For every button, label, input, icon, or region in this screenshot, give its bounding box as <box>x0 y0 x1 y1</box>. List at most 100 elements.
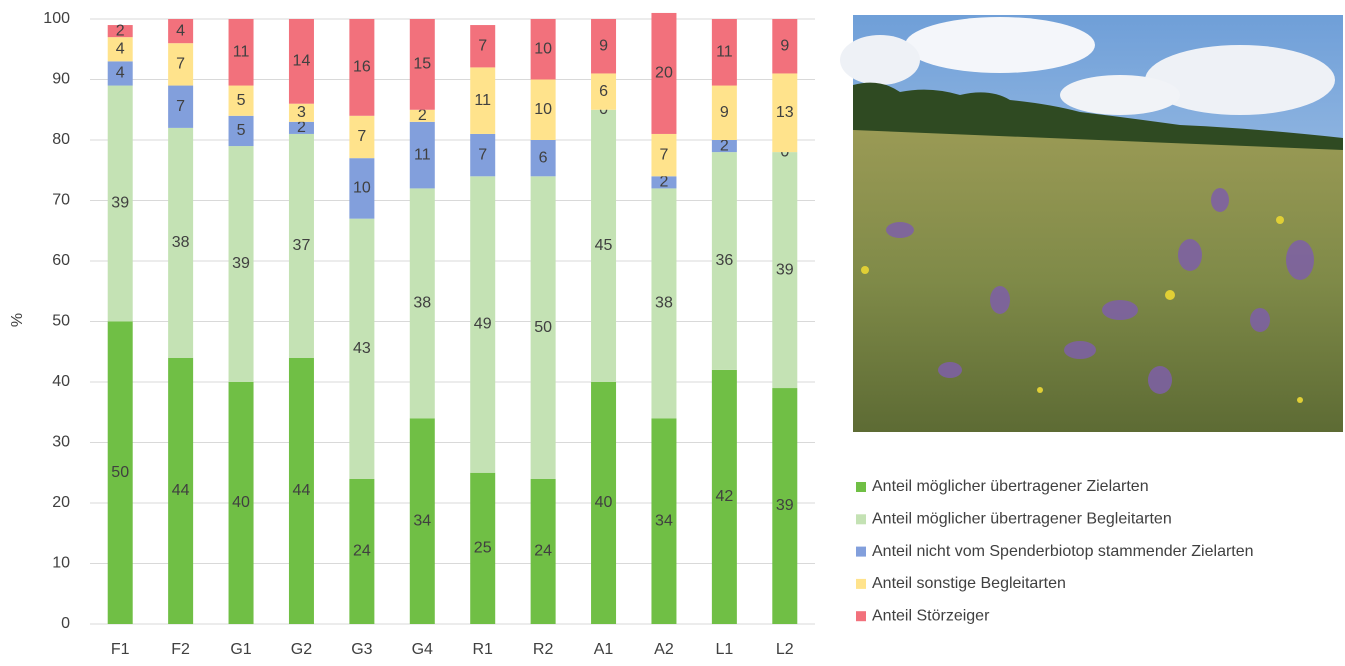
bar-segment <box>651 12 677 134</box>
x-tick-label: A1 <box>594 641 614 658</box>
data-label: 11 <box>716 43 733 60</box>
y-tick-label: 60 <box>52 252 70 269</box>
legend-marker <box>856 611 866 622</box>
data-label: 40 <box>595 494 613 511</box>
bar-segment <box>470 25 496 68</box>
y-tick-label: 0 <box>61 615 70 632</box>
x-tick-label: R2 <box>533 641 554 658</box>
bar-segment <box>107 25 133 38</box>
bar-segment <box>409 19 435 110</box>
bar-segment <box>711 140 737 153</box>
y-tick-label: 30 <box>52 434 70 451</box>
data-label: 10 <box>534 101 552 118</box>
x-tick-label: G4 <box>412 641 433 658</box>
bar-segment <box>349 158 375 219</box>
data-label: 3 <box>297 104 306 121</box>
bar-segment <box>168 357 194 624</box>
data-label: 7 <box>478 37 487 54</box>
data-label: 44 <box>172 482 190 499</box>
bar-segment <box>288 121 314 134</box>
data-label: 36 <box>715 252 733 269</box>
x-tick-label: G3 <box>351 641 372 658</box>
bar-segment <box>470 176 496 473</box>
data-label: 7 <box>176 98 185 115</box>
y-tick-label: 100 <box>43 10 70 27</box>
data-label: 45 <box>595 237 613 254</box>
y-tick-label: 40 <box>52 373 70 390</box>
data-label: 7 <box>357 128 366 145</box>
bar-segment <box>591 109 617 382</box>
bar-segment <box>288 133 314 358</box>
bar-segment <box>409 121 435 189</box>
bar-segment <box>349 478 375 624</box>
bar-segment <box>711 85 737 140</box>
data-label: 7 <box>660 146 669 163</box>
bar-segment <box>530 176 556 479</box>
data-label: 38 <box>413 295 431 312</box>
bar-segment <box>107 37 133 62</box>
y-tick-label: 20 <box>52 494 70 511</box>
data-label: 4 <box>176 22 185 39</box>
x-tick-label: R1 <box>472 641 493 658</box>
bar-segment <box>470 67 496 134</box>
bar-segment <box>651 418 677 624</box>
bar-segment <box>530 79 556 140</box>
bar-segment <box>530 19 556 80</box>
legend-marker <box>856 578 866 589</box>
data-label: 38 <box>655 295 673 312</box>
legend-marker <box>856 514 866 525</box>
data-label: 5 <box>237 92 246 109</box>
data-label: 38 <box>172 234 190 251</box>
data-label: 9 <box>780 37 789 54</box>
data-label: 24 <box>353 543 371 560</box>
bar-segment <box>772 388 798 624</box>
bar-segment <box>228 146 254 382</box>
bar-segment <box>711 369 737 624</box>
legend-label: Anteil möglicher übertragener Zielarten <box>872 478 1149 495</box>
data-label: 11 <box>414 146 431 163</box>
bar-segment <box>651 176 677 189</box>
data-label: 25 <box>474 540 492 557</box>
bar-segment <box>591 73 617 110</box>
data-label: 7 <box>176 56 185 73</box>
bar-segment <box>409 188 435 419</box>
bar-segment <box>349 19 375 116</box>
y-tick-label: 50 <box>52 313 70 330</box>
bar-segment <box>168 19 194 44</box>
bar-segment <box>409 418 435 624</box>
bar-segment <box>409 109 435 122</box>
data-label: 2 <box>116 22 125 39</box>
bar-segment <box>470 133 496 177</box>
data-label: 9 <box>720 104 729 121</box>
data-label: 20 <box>655 65 673 82</box>
bar-segment <box>349 218 375 479</box>
data-label: 10 <box>534 40 552 57</box>
legend-marker <box>856 482 866 492</box>
data-label: 5 <box>237 122 246 139</box>
bar-segment <box>107 61 133 86</box>
data-label: 24 <box>534 543 552 560</box>
x-tick-label: G2 <box>291 641 312 658</box>
data-label: 10 <box>353 180 371 197</box>
bar-segment <box>168 43 194 86</box>
bar-segment <box>772 73 798 153</box>
data-label: 2 <box>720 137 729 154</box>
data-label: 2 <box>418 107 427 124</box>
data-label: 16 <box>353 59 371 76</box>
bar-segment <box>107 321 133 624</box>
data-label: 49 <box>474 316 492 333</box>
bar-segment <box>772 152 798 389</box>
data-label: 39 <box>776 497 794 514</box>
x-tick-label: L1 <box>715 641 733 658</box>
x-tick-label: F1 <box>111 641 130 658</box>
bar-segment <box>228 19 254 86</box>
bar-segment <box>651 188 677 419</box>
data-label: 13 <box>776 104 794 121</box>
data-label: 40 <box>232 494 250 511</box>
data-label: 11 <box>233 43 250 60</box>
y-axis-label: % <box>9 313 26 327</box>
data-label: 50 <box>534 319 552 336</box>
data-label: 7 <box>478 146 487 163</box>
bar-segment <box>168 85 194 128</box>
